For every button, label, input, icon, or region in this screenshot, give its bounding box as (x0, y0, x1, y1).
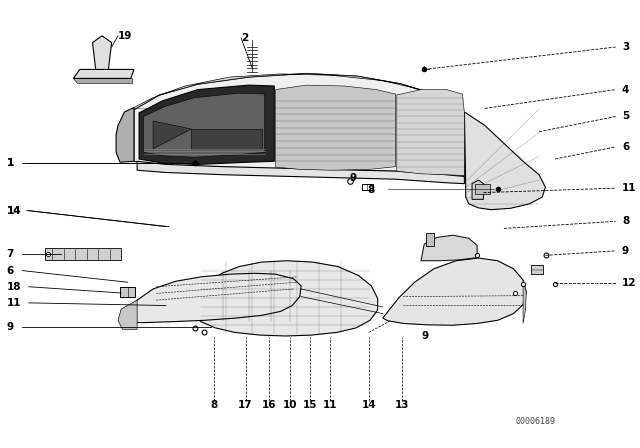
Text: 10: 10 (283, 401, 298, 410)
Text: 5: 5 (622, 112, 629, 121)
Polygon shape (74, 69, 134, 78)
Polygon shape (191, 261, 378, 336)
Polygon shape (120, 287, 135, 297)
Text: 9: 9 (421, 331, 428, 341)
Text: 2: 2 (241, 33, 248, 43)
Text: 1: 1 (6, 158, 13, 168)
Polygon shape (276, 85, 396, 170)
Polygon shape (383, 258, 526, 325)
Polygon shape (139, 85, 275, 164)
Text: 12: 12 (622, 278, 636, 288)
Polygon shape (153, 121, 191, 149)
Polygon shape (421, 235, 477, 261)
Polygon shape (397, 90, 465, 176)
Polygon shape (362, 184, 373, 190)
Polygon shape (118, 300, 137, 329)
Text: 18: 18 (6, 282, 21, 292)
Polygon shape (134, 73, 465, 176)
Text: 9: 9 (349, 173, 356, 183)
Text: 11: 11 (6, 298, 21, 308)
Polygon shape (116, 108, 134, 162)
Text: 13: 13 (395, 401, 409, 410)
Polygon shape (426, 233, 434, 246)
Polygon shape (137, 161, 465, 184)
Polygon shape (45, 248, 121, 260)
Polygon shape (121, 273, 301, 323)
Polygon shape (191, 129, 262, 149)
Text: 7: 7 (6, 250, 13, 259)
Text: 17: 17 (238, 401, 253, 410)
Text: 8: 8 (367, 185, 374, 195)
Polygon shape (74, 78, 132, 83)
Text: 9: 9 (6, 322, 13, 332)
Polygon shape (143, 93, 265, 157)
Polygon shape (472, 180, 484, 199)
Polygon shape (93, 36, 111, 69)
Text: 9: 9 (622, 246, 629, 256)
Polygon shape (475, 184, 490, 194)
Text: 15: 15 (303, 401, 317, 410)
Polygon shape (134, 73, 465, 113)
Text: 11: 11 (622, 183, 636, 193)
Text: 3: 3 (622, 42, 629, 52)
Text: 14: 14 (362, 401, 376, 410)
Text: 00006189: 00006189 (516, 417, 556, 426)
Text: 19: 19 (118, 31, 132, 41)
Text: 8: 8 (622, 216, 629, 226)
Text: 6: 6 (622, 142, 629, 152)
Polygon shape (465, 112, 545, 210)
Text: 11: 11 (323, 401, 338, 410)
Text: 8: 8 (210, 401, 218, 410)
Text: 1: 1 (6, 158, 13, 168)
Polygon shape (523, 280, 526, 323)
Text: 16: 16 (262, 401, 276, 410)
Text: 14: 14 (6, 206, 21, 215)
Text: 14: 14 (6, 206, 21, 215)
Polygon shape (531, 265, 543, 274)
Text: 4: 4 (622, 85, 629, 95)
Text: 6: 6 (6, 266, 13, 276)
